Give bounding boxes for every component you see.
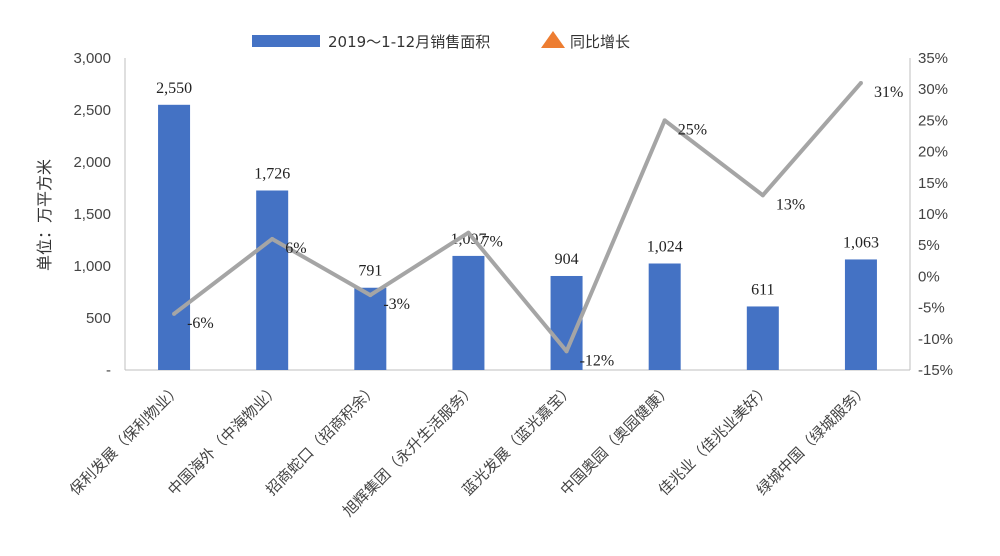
bar-data-label: 611 <box>751 281 774 298</box>
legend: 2019～1-12月销售面积 同比增长 <box>252 31 630 51</box>
bar <box>844 259 877 370</box>
line-point <box>172 311 177 316</box>
y-right-tick-label: -10% <box>918 331 953 348</box>
bar-data-label: 1,063 <box>843 234 879 251</box>
y-right-tick-label: 15% <box>918 175 948 192</box>
line-data-label: 13% <box>776 196 805 213</box>
line-point <box>858 80 863 85</box>
bar <box>256 190 289 370</box>
bar <box>354 287 387 370</box>
legend-triangle-icon <box>541 31 565 48</box>
y-axis-left-label: 单位：万平方米 <box>35 159 54 271</box>
y-left-tick-label: 1,500 <box>73 206 111 223</box>
line-series: -6% 6% -3% 7% -12% 25% 13% 31% <box>172 80 903 369</box>
y-right-tick-label: 0% <box>918 268 940 285</box>
x-category-label: 佳兆业（佳兆业美好） <box>655 380 774 499</box>
y-left-tick-label: 500 <box>86 310 111 327</box>
y-left-tick-label: 2,500 <box>73 102 111 119</box>
line-point <box>564 349 569 354</box>
y-right-tick-label: 35% <box>918 50 948 67</box>
bar-data-label: 904 <box>555 251 579 268</box>
x-category-label: 中国海外（中海物业） <box>164 380 283 499</box>
y-axis-left: - 500 1,000 1,500 2,000 2,500 3,000 <box>73 50 910 379</box>
y-right-tick-label: 20% <box>918 144 948 161</box>
y-left-tick-label: 1,000 <box>73 258 111 275</box>
line-point <box>270 236 275 241</box>
x-category-label: 保利发展（保利物业） <box>66 380 185 499</box>
y-right-tick-label: -5% <box>918 300 945 317</box>
y-right-tick-label: 10% <box>918 206 948 223</box>
line-data-label: -12% <box>580 352 615 369</box>
bar-data-label: 1,024 <box>647 239 683 256</box>
bar-data-label: 2,550 <box>156 80 192 97</box>
line-data-label: 31% <box>874 84 903 101</box>
legend-line-label: 同比增长 <box>570 33 630 51</box>
line-data-label: -6% <box>187 315 214 332</box>
line-data-label: 7% <box>481 234 502 251</box>
line-point <box>466 230 471 235</box>
y-right-tick-label: 25% <box>918 112 948 129</box>
growth-line <box>172 81 863 354</box>
x-category-label: 蓝光发展（蓝光嘉宝） <box>459 380 578 499</box>
x-axis-categories: 保利发展（保利物业）中国海外（中海物业）招商蛇口（招商积余）旭辉集团（永升生活服… <box>66 380 872 520</box>
x-category-label: 绿城中国（绿城服务） <box>753 380 872 499</box>
bar-data-label: 791 <box>358 263 382 280</box>
x-category-label: 中国奥园（奥园健康） <box>557 380 676 499</box>
y-right-tick-label: -15% <box>918 362 953 379</box>
line-data-label: 6% <box>285 240 306 257</box>
y-left-tick-label: 2,000 <box>73 154 111 171</box>
legend-bar-label: 2019～1-12月销售面积 <box>328 33 490 51</box>
line-point <box>368 293 373 298</box>
x-category-label: 招商蛇口（招商积余） <box>262 380 381 499</box>
line-data-label: 25% <box>678 121 707 138</box>
y-axis-right: -15% -10% -5% 0% 5% 10% 15% 20% 25% 30% 35% <box>909 50 953 379</box>
y-right-tick-label: 30% <box>918 81 948 98</box>
line-point <box>662 118 667 123</box>
y-right-tick-label: 5% <box>918 237 940 254</box>
bar <box>746 306 779 370</box>
line-point <box>760 193 765 198</box>
legend-bar-swatch <box>252 35 320 47</box>
line-data-label: -3% <box>383 296 410 313</box>
bar <box>648 263 681 370</box>
y-left-tick-label: - <box>106 362 111 379</box>
bar <box>452 255 485 370</box>
bar-data-label: 1,726 <box>254 165 290 182</box>
y-left-tick-label: 3,000 <box>73 50 111 67</box>
bar <box>158 104 191 371</box>
